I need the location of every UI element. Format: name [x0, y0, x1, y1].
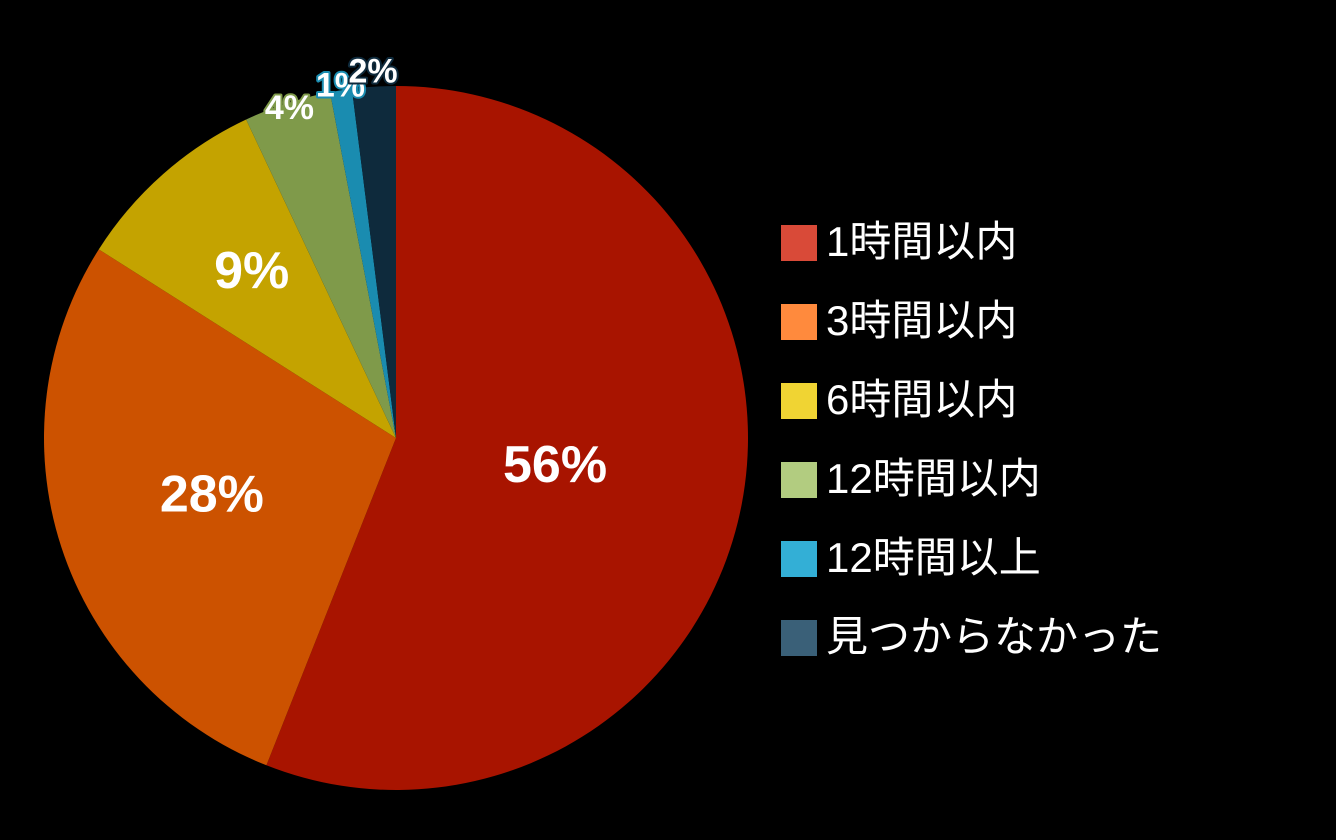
data-label: 4%: [265, 89, 314, 127]
pie-slice: [43, 249, 396, 766]
legend-swatch: [781, 383, 817, 419]
legend-swatch: [781, 620, 817, 656]
legend-swatch: [781, 304, 817, 340]
legend-swatch: [781, 541, 817, 577]
pie-slice: [351, 86, 396, 438]
legend-label: 6時間以内: [826, 376, 1017, 423]
legend-label: 1時間以内: [826, 218, 1017, 265]
data-label: 56%: [503, 436, 607, 494]
legend-swatch: [781, 462, 817, 498]
legend-swatch: [781, 225, 817, 261]
data-label: 2%: [349, 53, 398, 91]
pie-slice: [98, 119, 396, 438]
pie-slice: [246, 92, 396, 438]
legend-label: 12時間以内: [826, 455, 1041, 502]
pie-slice: [266, 86, 748, 790]
pie-slice: [330, 88, 396, 438]
legend-label: 3時間以内: [826, 297, 1017, 344]
legend-label: 12時間以上: [826, 534, 1041, 581]
legend-label: 見つからなかった: [826, 613, 1162, 660]
data-label: 28%: [160, 466, 264, 524]
data-label: 9%: [214, 242, 289, 300]
data-label: 1%: [316, 66, 365, 104]
